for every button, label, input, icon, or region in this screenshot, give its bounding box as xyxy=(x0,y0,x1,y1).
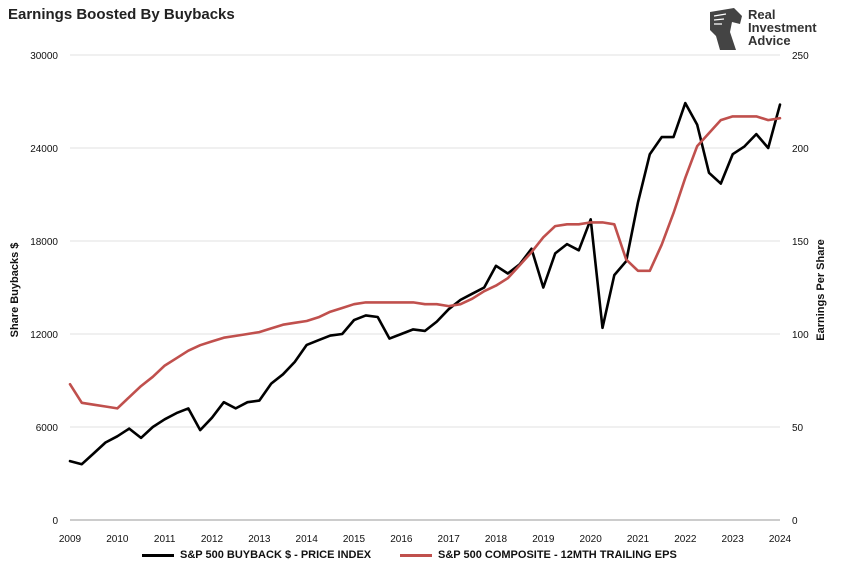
y-tick-left: 18000 xyxy=(30,237,58,248)
y-tick-left: 12000 xyxy=(30,330,58,341)
legend-label-eps: S&P 500 COMPOSITE - 12MTH TRAILING EPS xyxy=(438,549,677,561)
brand-logo: Real Investment Advice xyxy=(706,6,826,52)
x-tick: 2019 xyxy=(532,534,555,545)
series-line-buyback xyxy=(68,101,782,466)
y-tick-left: 30000 xyxy=(30,51,58,62)
x-tick: 2023 xyxy=(722,534,745,545)
y-axis-right-ticks: 0 50 100 150 200 250 xyxy=(792,51,809,527)
x-tick: 2018 xyxy=(485,534,508,545)
brand-name: Real Investment Advice xyxy=(748,8,817,47)
y-tick-right: 250 xyxy=(792,51,809,62)
y-axis-right-title: Earnings Per Share xyxy=(815,239,827,341)
brand-line-2: Investment xyxy=(748,20,817,35)
x-tick: 2010 xyxy=(106,534,129,545)
series-line-eps xyxy=(68,115,782,410)
gridlines xyxy=(70,54,780,428)
x-tick: 2011 xyxy=(154,534,176,545)
x-tick: 2009 xyxy=(59,534,82,545)
legend-swatch-buyback xyxy=(142,553,174,557)
legend-item-buyback: S&P 500 BUYBACK $ - PRICE INDEX xyxy=(142,549,371,561)
horse-head-icon xyxy=(710,8,742,50)
series-lines xyxy=(68,101,782,466)
legend: S&P 500 BUYBACK $ - PRICE INDEX S&P 500 … xyxy=(0,549,848,569)
x-tick: 2014 xyxy=(296,534,319,545)
y-tick-right: 100 xyxy=(792,330,809,341)
brand-line-3: Advice xyxy=(748,33,791,48)
x-tick: 2021 xyxy=(627,534,650,545)
y-tick-left: 6000 xyxy=(36,423,59,434)
x-tick: 2013 xyxy=(248,534,271,545)
legend-item-eps: S&P 500 COMPOSITE - 12MTH TRAILING EPS xyxy=(400,549,677,561)
chart-title: Earnings Boosted By Buybacks xyxy=(8,6,235,23)
y-tick-left: 24000 xyxy=(30,144,58,155)
y-tick-right: 0 xyxy=(792,516,798,527)
y-tick-right: 50 xyxy=(792,423,804,434)
legend-swatch-eps xyxy=(400,553,432,557)
x-tick: 2016 xyxy=(390,534,413,545)
x-tick: 2017 xyxy=(438,534,461,545)
brand-line-1: Real xyxy=(748,7,776,22)
legend-label-buyback: S&P 500 BUYBACK $ - PRICE INDEX xyxy=(180,549,372,561)
y-axis-left-title: Share Buybacks $ xyxy=(9,243,21,338)
y-tick-right: 200 xyxy=(792,144,809,155)
x-tick: 2015 xyxy=(343,534,366,545)
x-axis-ticks: 2009 2010 2011 2012 2013 2014 2015 2016 2017 2018… xyxy=(59,534,792,545)
x-tick: 2012 xyxy=(201,534,224,545)
x-tick: 2020 xyxy=(580,534,603,545)
x-tick: 2022 xyxy=(674,534,697,545)
x-tick: 2024 xyxy=(769,534,792,545)
y-tick-left: 0 xyxy=(52,516,58,527)
y-axis-left-ticks: 0 6000 12000 18000 24000 30000 xyxy=(30,51,58,527)
y-tick-right: 150 xyxy=(792,237,809,248)
